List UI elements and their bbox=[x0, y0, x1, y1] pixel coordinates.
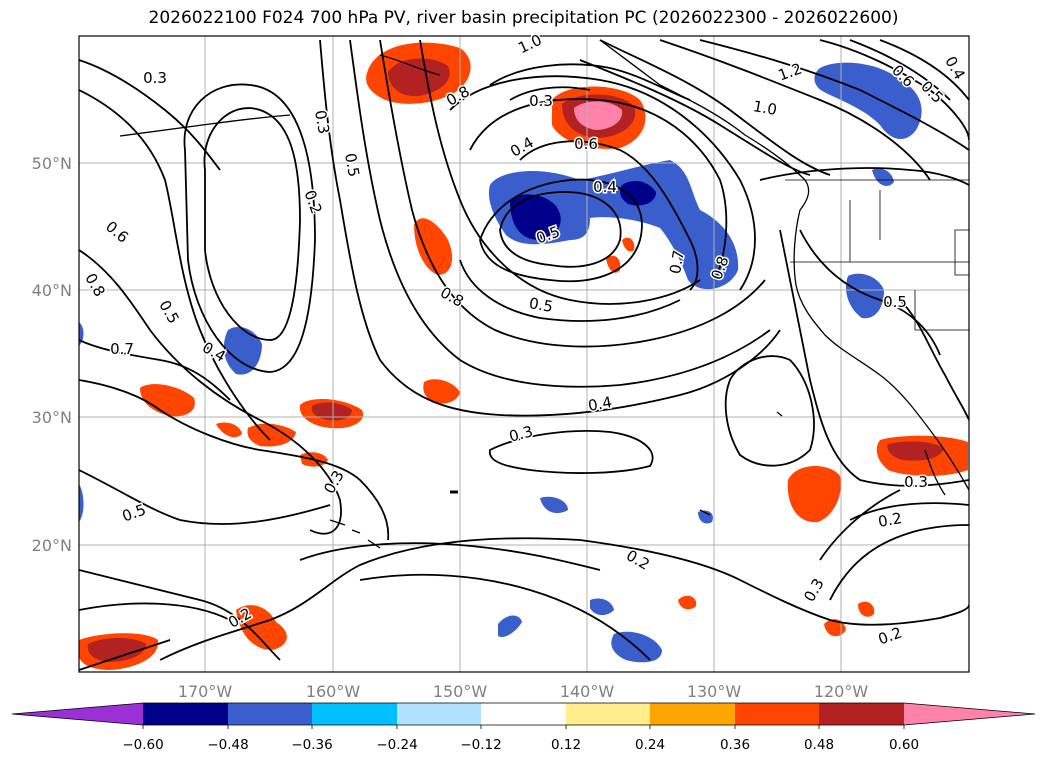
lat-label: 30°N bbox=[32, 408, 72, 427]
contour-label: 0.2 bbox=[877, 509, 904, 531]
colorbar-tick-label: 0.24 bbox=[635, 737, 665, 753]
contour-label: 0.6 bbox=[574, 135, 598, 153]
lon-label: 150°W bbox=[433, 682, 488, 701]
colorbar-segment bbox=[312, 703, 397, 725]
colorbar-segment bbox=[735, 703, 819, 725]
lon-label: 160°W bbox=[306, 682, 361, 701]
contour-label: 0.4 bbox=[593, 178, 617, 196]
lon-label: 140°W bbox=[560, 682, 615, 701]
colorbar-tick-label: −0.12 bbox=[460, 737, 501, 753]
map-panel bbox=[79, 36, 969, 672]
colorbar-segment bbox=[819, 703, 904, 725]
colorbar-tick-label: −0.48 bbox=[207, 737, 248, 753]
colorbar-tick-label: −0.36 bbox=[291, 737, 332, 753]
colorbar-tick-label: 0.60 bbox=[889, 737, 919, 753]
colorbar-segment bbox=[650, 703, 735, 725]
contour-label: 0.3 bbox=[904, 473, 928, 491]
latitude-labels: 50°N 40°N 30°N 20°N bbox=[32, 154, 72, 555]
colorbar-extend-under bbox=[12, 703, 143, 725]
map-frame bbox=[78, 35, 970, 673]
contour-label: 0.4 bbox=[587, 393, 614, 415]
contour-label: 0.5 bbox=[883, 293, 907, 311]
contour-label: 0.3 bbox=[143, 69, 167, 87]
colorbar-segment bbox=[143, 703, 228, 725]
contour-label: 0.3 bbox=[529, 92, 553, 110]
lon-label: 170°W bbox=[178, 682, 233, 701]
contour-label: 0.5 bbox=[528, 294, 555, 316]
contour-label: 0.7 bbox=[110, 340, 134, 358]
colorbar-tick-label: −0.60 bbox=[122, 737, 163, 753]
colorbar-segment bbox=[481, 703, 566, 725]
coastlines bbox=[119, 39, 969, 549]
lat-label: 50°N bbox=[32, 154, 72, 173]
lon-label: 120°W bbox=[814, 682, 869, 701]
colorbar-extend-over bbox=[904, 703, 1035, 725]
colorbar-tick-label: 0.36 bbox=[720, 737, 750, 753]
lat-label: 40°N bbox=[32, 281, 72, 300]
contour-label: 0.7 bbox=[666, 249, 688, 276]
positive-precip-blobs bbox=[79, 42, 968, 670]
colorbar-tick-label: −0.24 bbox=[376, 737, 417, 753]
colorbar-segment bbox=[566, 703, 650, 725]
lon-label: 130°W bbox=[687, 682, 742, 701]
longitude-labels: 170°W 160°W 150°W 140°W 130°W 120°W bbox=[178, 682, 869, 701]
pv-contours bbox=[79, 39, 969, 671]
colorbar-tick-label: 0.12 bbox=[551, 737, 581, 753]
colorbar-tick-label: 0.48 bbox=[804, 737, 834, 753]
colorbar-segment bbox=[228, 703, 312, 725]
colorbar-segment bbox=[397, 703, 481, 725]
lat-label: 20°N bbox=[32, 536, 72, 555]
colorbar: −0.60 −0.48 −0.36 −0.24 −0.12 0.12 0.24 … bbox=[11, 702, 1036, 753]
map-title: 2026022100 F024 700 hPa PV, river basin … bbox=[148, 8, 899, 28]
